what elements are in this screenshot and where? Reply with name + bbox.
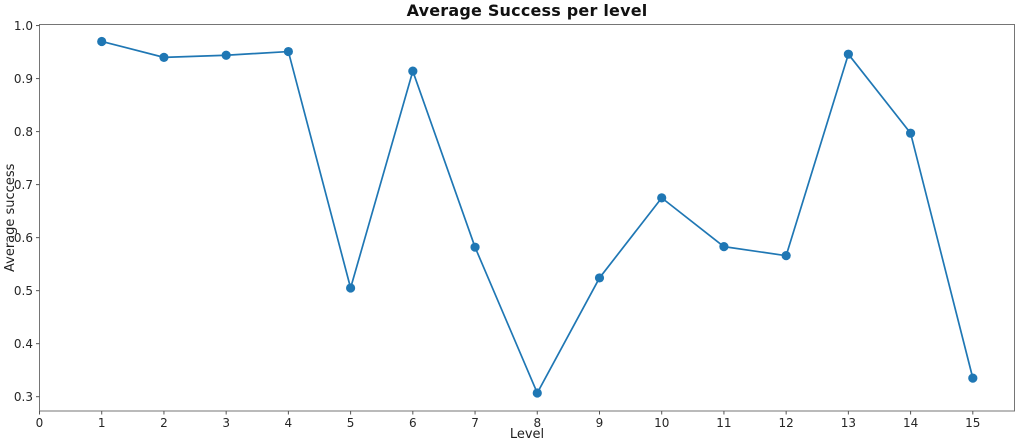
data-point-marker (346, 283, 356, 293)
data-point-marker (97, 36, 107, 47)
y-tick-label: 0.7 (13, 177, 33, 192)
y-tick-label: 0.3 (13, 389, 33, 404)
y-tick-label: 0.6 (13, 230, 33, 245)
data-point-marker (905, 128, 916, 138)
x-tick-label: 1 (97, 416, 106, 430)
x-tick-label: 14 (902, 416, 919, 430)
x-tick-label: 9 (595, 416, 604, 430)
x-tick-label: 7 (471, 416, 479, 430)
y-tick-label: 0.5 (13, 283, 33, 298)
x-tick-label: 5 (346, 416, 355, 430)
data-point-marker (470, 242, 480, 252)
x-tick-label: 6 (408, 416, 417, 430)
data-point-marker (159, 52, 169, 62)
axes-spines (39, 24, 1015, 412)
data-point-marker (968, 373, 978, 383)
x-tick-label: 15 (965, 416, 981, 430)
x-tick-label: 4 (284, 416, 293, 430)
data-point-marker (781, 251, 791, 261)
x-tick-label: 10 (654, 416, 670, 430)
data-point-marker (283, 46, 293, 57)
y-tick-label: 0.8 (13, 124, 33, 139)
chart-title: Average Success per level (406, 1, 648, 20)
data-point-marker (719, 242, 729, 252)
x-tick-label: 13 (840, 416, 856, 430)
y-tick-label: 1.0 (13, 18, 33, 33)
data-point-marker (843, 49, 853, 59)
data-point-marker (657, 193, 667, 203)
data-point-marker (221, 50, 231, 60)
x-tick-label: 11 (716, 416, 732, 430)
x-axis-label: Level (509, 427, 545, 442)
x-tick-label: 8 (533, 416, 542, 430)
y-tick-label: 0.9 (13, 71, 33, 86)
series-line (101, 40, 974, 394)
x-tick-label: 0 (35, 416, 44, 430)
x-tick-label: 3 (222, 416, 230, 430)
x-tick-label: 2 (160, 416, 168, 430)
data-point-marker (532, 388, 542, 398)
y-tick-label: 0.4 (13, 336, 33, 351)
x-tick-label: 12 (778, 416, 794, 430)
data-point-marker (594, 273, 605, 283)
data-point-marker (408, 66, 418, 76)
